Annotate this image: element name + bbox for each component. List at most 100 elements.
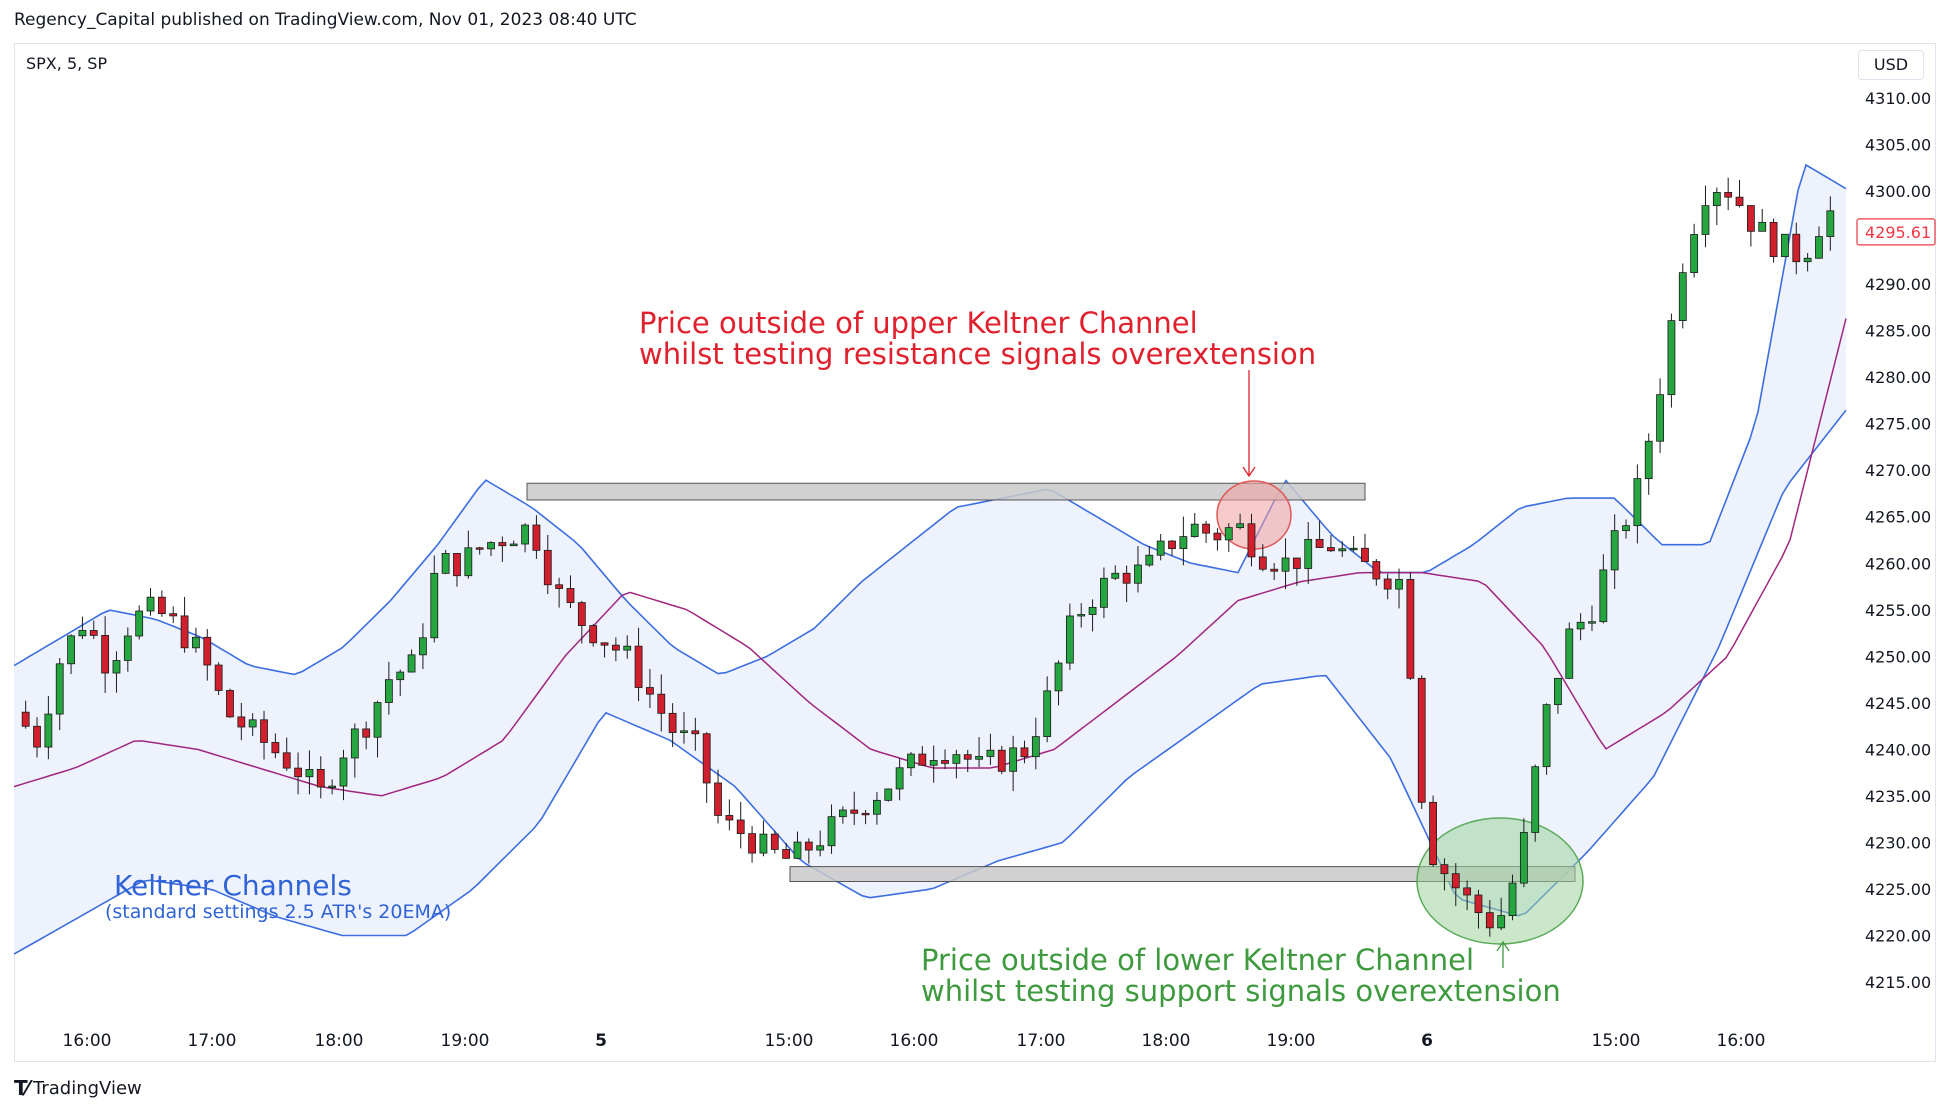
candle-down [861, 812, 870, 816]
price-tick-label: 4235.00 [1865, 787, 1931, 806]
price-tick-label: 4245.00 [1865, 694, 1931, 713]
price-axis[interactable]: 4310.004305.004300.004295.004290.004285.… [1856, 89, 1936, 992]
candle-up [1531, 766, 1540, 833]
candle-up [873, 799, 881, 815]
candle-down [1361, 547, 1369, 562]
indicator-subtitle: (standard settings 2.5 ATR's 20EMA) [105, 901, 451, 923]
price-tick-label: 4260.00 [1865, 554, 1931, 573]
candle-up [1781, 233, 1789, 258]
candle-up [1179, 536, 1188, 550]
candle-up [1644, 440, 1653, 479]
candle-up [1304, 538, 1313, 569]
resistance-arrow-head [1242, 466, 1256, 478]
candle-up [1690, 234, 1699, 274]
candle-down [691, 730, 700, 735]
candle-up [680, 730, 688, 733]
candle-up [1712, 192, 1721, 207]
price-tick-label: 4255.00 [1865, 601, 1931, 620]
candle-down [600, 642, 609, 646]
candle-up [1656, 394, 1664, 442]
resistance-note-line1: Price outside of upper Keltner Channel [639, 306, 1198, 340]
price-tick-label: 4230.00 [1865, 833, 1931, 852]
keltner-upper-line [13, 163, 1847, 676]
price-tick-label: 4280.00 [1865, 368, 1931, 387]
candle-up [975, 756, 983, 760]
candle-up [78, 630, 87, 637]
candle-down [782, 849, 791, 859]
candle-up [907, 753, 915, 769]
candle-up [305, 769, 314, 778]
candle-up [464, 547, 473, 577]
candle-up [192, 636, 200, 649]
candle-up [328, 785, 337, 788]
candle-up [1054, 662, 1063, 692]
candle-up [509, 543, 518, 547]
candle-up [135, 610, 144, 637]
price-tick-label: 4265.00 [1865, 508, 1931, 527]
candle-up [1565, 628, 1574, 679]
candle-up [986, 749, 995, 757]
candle-down [260, 719, 268, 743]
candle-down [1463, 887, 1472, 896]
candle-down [498, 542, 507, 547]
candle-up [430, 572, 439, 639]
candle-down [1440, 864, 1449, 875]
candle-up [1497, 915, 1506, 929]
candle-up [1633, 478, 1642, 527]
candle-down [1735, 196, 1744, 206]
candle-down [577, 602, 586, 626]
candle-up [1508, 882, 1517, 916]
indicator-title: Keltner Channels [114, 869, 352, 902]
candle-down [226, 690, 234, 718]
candle-down [850, 809, 859, 814]
time-axis[interactable]: 16:00 17:00 18:00 19:00 5 15:00 16:00 17:00 18:0… [63, 1031, 1766, 1051]
candle-up [112, 660, 121, 674]
currency-button[interactable]: USD [1858, 50, 1924, 80]
candle-up [339, 757, 348, 787]
candle-up [1156, 540, 1165, 556]
candle-down [362, 728, 371, 738]
support-arrow-head [1496, 940, 1510, 952]
price-tick-label: 4305.00 [1865, 136, 1931, 155]
resistance-zone [526, 482, 1366, 501]
candle-down [203, 636, 212, 666]
candles-layer [21, 177, 1835, 937]
candle-down [657, 693, 666, 714]
candle-up [1758, 221, 1767, 232]
candle-up [1803, 257, 1812, 263]
candle-down [169, 613, 178, 617]
candle-down [963, 754, 972, 760]
candle-up [373, 702, 382, 738]
time-tick-label: 16:00 [1717, 1031, 1766, 1051]
last-price-badge [1856, 218, 1936, 246]
candle-down [1213, 532, 1222, 541]
symbol-label[interactable]: SPX, 5, SP [26, 54, 108, 73]
candle-up [1145, 554, 1154, 566]
time-tick-label: 18:00 [1142, 1031, 1191, 1051]
footer-brand[interactable]: T⁄ TradingView [14, 1076, 142, 1100]
candle-up [793, 841, 802, 859]
candle-down [1485, 912, 1494, 929]
chart-frame [14, 43, 1936, 1062]
support-note-line2: whilst testing support signals overexten… [921, 974, 1561, 1008]
candle-up [1190, 523, 1199, 537]
candle-up [1236, 523, 1245, 529]
candle-down [1258, 556, 1267, 570]
candle-up [1554, 677, 1562, 706]
time-tick-label: 15:00 [765, 1031, 814, 1051]
candle-down [271, 742, 280, 754]
candle-up [929, 760, 938, 766]
price-tick-label: 4290.00 [1865, 275, 1931, 294]
last-price-label: 4295.61 [1865, 223, 1931, 242]
candle-up [487, 542, 495, 550]
price-axis-panel [1850, 44, 1934, 1060]
time-tick-label: 19:00 [1267, 1031, 1316, 1051]
candle-up [759, 833, 768, 854]
candle-up [1588, 621, 1596, 624]
candle-down [1020, 747, 1029, 758]
candle-down [646, 687, 654, 695]
candle-down [725, 815, 734, 821]
time-tick-label: 17:00 [188, 1031, 237, 1051]
candle-up [1111, 572, 1120, 579]
